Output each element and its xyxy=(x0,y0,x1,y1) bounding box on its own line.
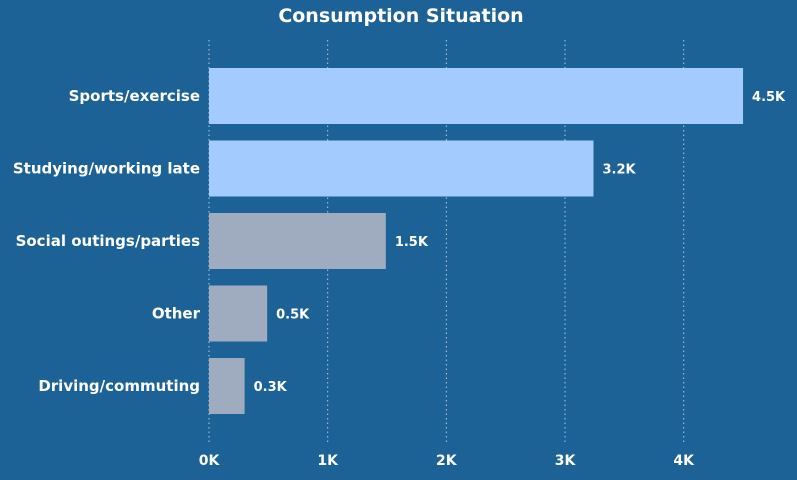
bar xyxy=(209,358,245,414)
x-tick-label: 3K xyxy=(555,453,577,469)
data-label: 0.5K xyxy=(276,308,310,323)
chart-title: Consumption Situation xyxy=(278,5,523,27)
x-tick-label: 1K xyxy=(317,453,339,469)
category-label: Studying/working late xyxy=(13,160,200,178)
x-tick-label: 0K xyxy=(199,453,221,469)
data-label: 0.3K xyxy=(254,380,288,395)
data-label: 1.5K xyxy=(395,235,429,250)
category-label: Other xyxy=(152,305,201,323)
data-label: 4.5K xyxy=(752,90,786,105)
data-labels: 4.5K 3.2K 1.5K 0.5K 0.3K xyxy=(254,90,786,395)
category-label: Driving/commuting xyxy=(38,377,200,395)
category-label: Social outings/parties xyxy=(16,232,200,250)
x-tick-label: 4K xyxy=(673,453,695,469)
bar xyxy=(209,213,386,269)
bar xyxy=(209,285,268,342)
data-label: 3.2K xyxy=(603,163,637,178)
bars xyxy=(209,68,744,414)
bar xyxy=(209,68,744,124)
x-tick-labels: 0K 1K 2K 3K 4K xyxy=(199,453,695,469)
category-labels: Sports/exercise Studying/working late Soci… xyxy=(13,87,201,395)
x-tick-label: 2K xyxy=(436,453,458,469)
bar xyxy=(209,140,594,197)
category-label: Sports/exercise xyxy=(69,87,200,105)
